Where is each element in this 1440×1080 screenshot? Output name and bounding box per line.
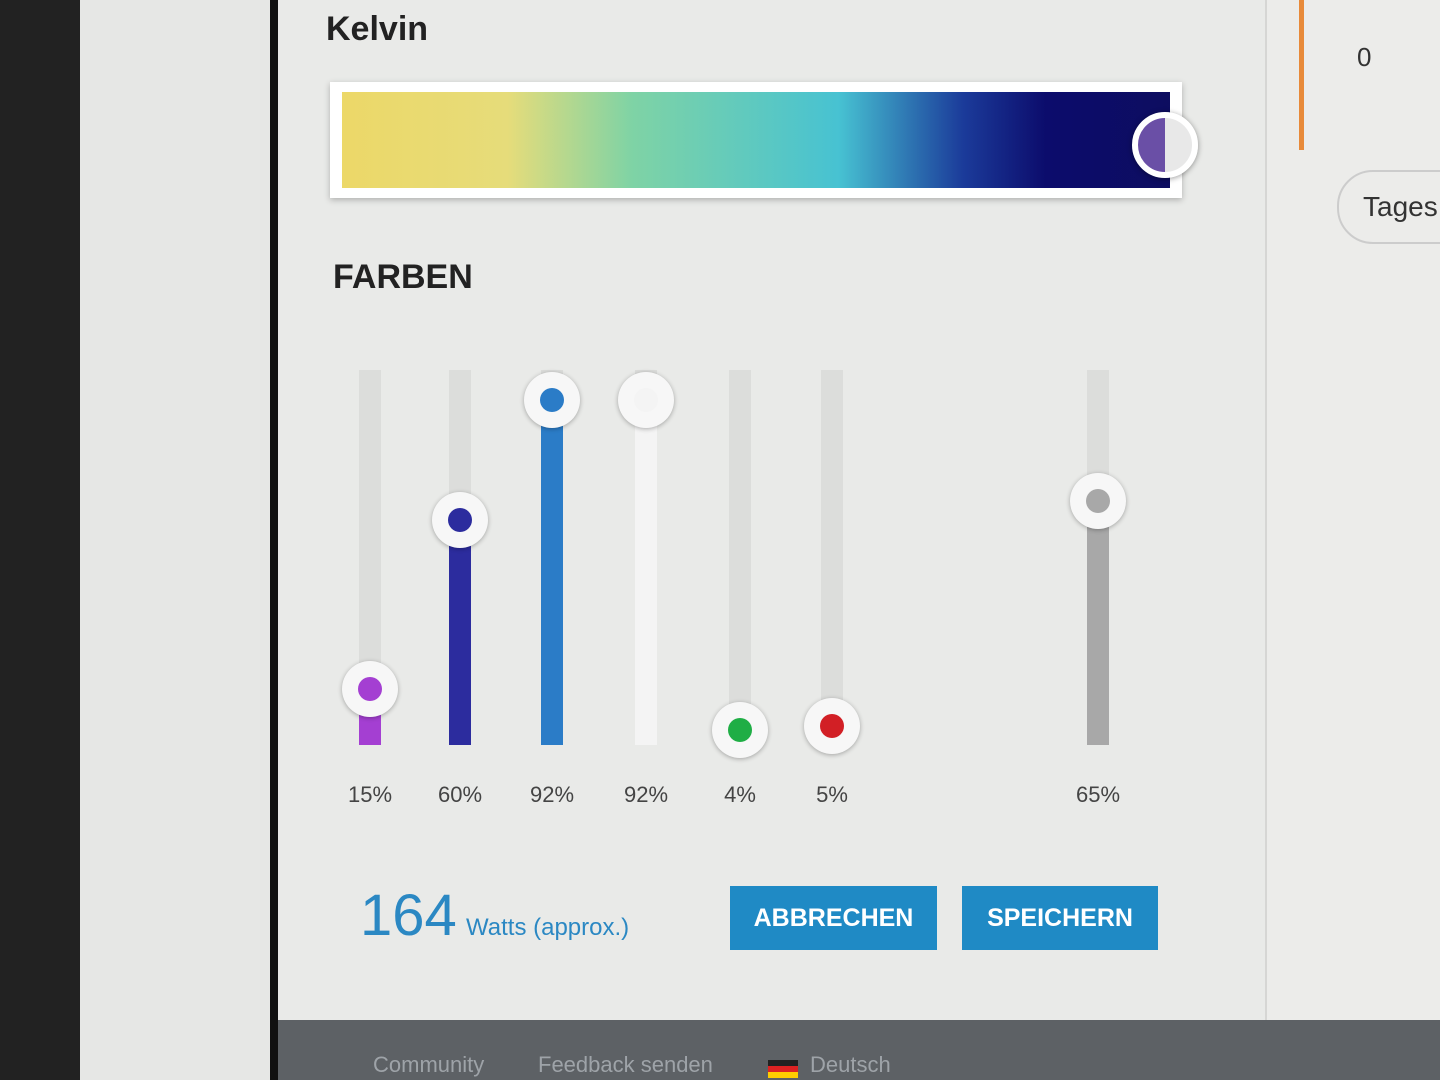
slider-knob[interactable]: [618, 372, 674, 428]
footer-link[interactable]: Community: [373, 1052, 485, 1077]
kelvin-slider[interactable]: [330, 82, 1198, 198]
slider-fill: [541, 400, 563, 745]
slider-label: 92%: [623, 782, 669, 807]
bezel: [0, 0, 80, 1080]
slider-label: 60%: [437, 782, 483, 807]
footer: [278, 1020, 1440, 1080]
kelvin-gradient: [342, 92, 1170, 188]
slider-label: 5%: [816, 782, 848, 807]
slider-track: [359, 370, 381, 745]
slider-track: [821, 370, 843, 745]
slider-knob[interactable]: [1070, 473, 1126, 530]
slider-label: 92%: [529, 782, 575, 807]
colors-title: FARBEN: [333, 258, 473, 296]
slider-knob[interactable]: [712, 702, 768, 758]
tab[interactable]: Tages: [1337, 170, 1440, 244]
kelvin-knob[interactable]: [1132, 112, 1198, 178]
slider-track: [729, 370, 751, 745]
slider-label: 15%: [347, 782, 393, 807]
slider-knob[interactable]: [524, 372, 580, 428]
slider-label: 4%: [724, 782, 756, 807]
footer-link[interactable]: Deutsch: [810, 1052, 891, 1077]
slider-fill: [635, 400, 657, 745]
slider-fill: [449, 520, 471, 745]
flag: [768, 1060, 798, 1078]
kelvin-title: Kelvin: [326, 10, 429, 48]
watts-number: 164: [360, 883, 457, 948]
side-panel: 0 Tages: [1265, 0, 1440, 1020]
slider-label: 65%: [1075, 782, 1121, 807]
slider-knob[interactable]: [432, 492, 488, 548]
save-button[interactable]: SPEICHERN: [962, 886, 1158, 950]
cancel-button[interactable]: ABBRECHEN: [730, 886, 937, 950]
slider-knob[interactable]: [804, 698, 860, 755]
axis-label: 0: [1357, 42, 1372, 72]
orange-line: [1299, 0, 1304, 150]
slider-fill: [1087, 501, 1109, 745]
watts-unit: Watts (approx.): [466, 914, 630, 941]
sidebar: [80, 0, 278, 1080]
footer-link[interactable]: Feedback senden: [538, 1052, 713, 1077]
slider-knob[interactable]: [342, 660, 398, 717]
